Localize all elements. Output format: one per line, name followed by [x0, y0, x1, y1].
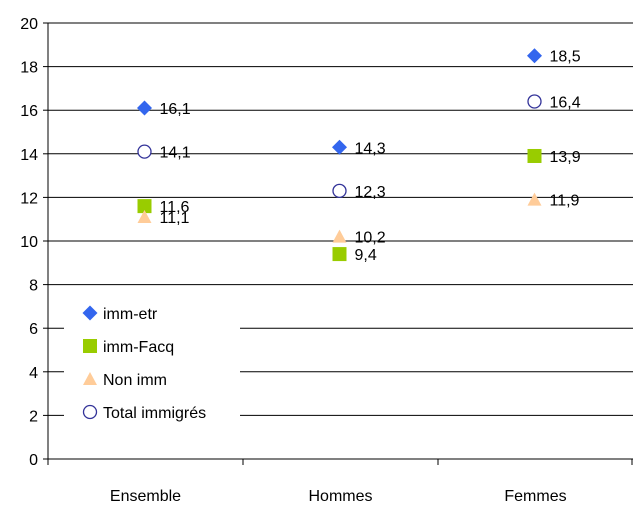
x-tick-label: Hommes: [308, 488, 372, 505]
y-tick-label: 8: [29, 278, 38, 295]
legend-entry: Total immigrés: [103, 405, 206, 422]
y-tick-label: 0: [29, 452, 38, 469]
data-label: 9,4: [355, 247, 377, 264]
y-tick-label: 10: [20, 234, 38, 251]
data-label: 11,6: [160, 199, 190, 216]
legend-marker: [82, 404, 98, 420]
data-label: 13,9: [550, 149, 581, 166]
legend: imm-etr imm-Facq Non imm Total immigrés: [64, 294, 240, 436]
data-point: [137, 210, 152, 224]
y-tick-label: 4: [29, 365, 38, 382]
data-label: 10,2: [355, 230, 386, 247]
data-point: [137, 100, 152, 116]
data-point: [137, 199, 152, 214]
data-point: [527, 148, 542, 163]
data-label: 14,3: [355, 140, 386, 157]
data-point: [137, 144, 152, 159]
data-point: [332, 247, 347, 262]
y-tick-label: 20: [20, 16, 38, 33]
y-tick-label: 12: [20, 190, 38, 207]
data-label: 11,1: [160, 210, 190, 227]
y-tick-label: 2: [29, 408, 38, 425]
data-label: 16,4: [550, 94, 581, 111]
legend-entry: imm-etr: [103, 306, 158, 323]
legend-marker: [83, 339, 97, 353]
data-point: [527, 48, 542, 64]
data-label: 14,1: [160, 145, 191, 162]
data-points: 16,1 14,3 18,5 11,6 9,4 13,9 11,1 10,2 11,9 14,1 1…: [137, 48, 581, 264]
data-label: 11,9: [550, 193, 580, 210]
y-tick-label: 14: [20, 147, 38, 164]
data-label: 16,1: [160, 101, 191, 118]
y-tick-label: 18: [20, 60, 38, 77]
data-point: [527, 94, 542, 109]
x-tick-label: Femmes: [504, 488, 566, 505]
legend-marker: [82, 305, 98, 321]
x-axis: Ensemble Hommes Femmes: [47, 458, 633, 505]
y-tick-label: 16: [20, 103, 38, 120]
legend-entry: imm-Facq: [103, 339, 174, 356]
data-point: [527, 192, 542, 206]
legend-entry: Non imm: [103, 372, 167, 389]
data-point: [332, 183, 347, 199]
data-point: [332, 229, 347, 243]
data-label: 12,3: [355, 184, 386, 201]
data-label: 18,5: [550, 49, 581, 66]
y-tick-label: 6: [29, 321, 38, 338]
legend-marker: [83, 372, 97, 385]
x-tick-label: Ensemble: [110, 488, 181, 505]
y-axis: 0 2 4 6 8 10 12 14 16 18 20: [20, 16, 49, 469]
data-point: [332, 139, 347, 155]
